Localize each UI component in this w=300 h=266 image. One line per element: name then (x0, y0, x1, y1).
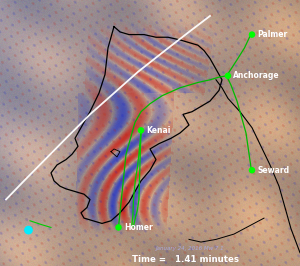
Text: Seward: Seward (257, 166, 290, 175)
Text: Time =   1.41 minutes: Time = 1.41 minutes (133, 255, 239, 264)
Point (116, 225, 121, 230)
Text: Palmer: Palmer (257, 30, 288, 39)
Text: January 24, 2016 Mw 7.1: January 24, 2016 Mw 7.1 (156, 246, 225, 251)
Text: Homer: Homer (124, 223, 153, 232)
Point (250, 168, 254, 172)
Point (226, 74, 230, 78)
Text: Anchorage: Anchorage (233, 71, 280, 80)
Point (250, 32, 254, 37)
Point (26, 228, 31, 232)
Text: Kenai: Kenai (146, 126, 171, 135)
Point (139, 128, 143, 132)
